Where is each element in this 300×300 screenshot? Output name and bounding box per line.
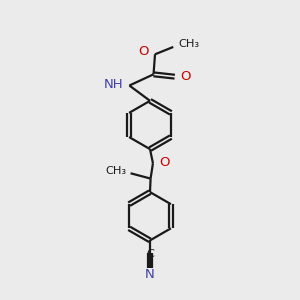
Text: O: O <box>181 70 191 83</box>
Text: O: O <box>139 45 149 58</box>
Text: N: N <box>145 268 155 281</box>
Text: CH₃: CH₃ <box>178 39 200 49</box>
Text: O: O <box>159 156 170 169</box>
Text: CH₃: CH₃ <box>105 166 126 176</box>
Text: NH: NH <box>104 78 124 91</box>
Text: C: C <box>146 249 154 259</box>
